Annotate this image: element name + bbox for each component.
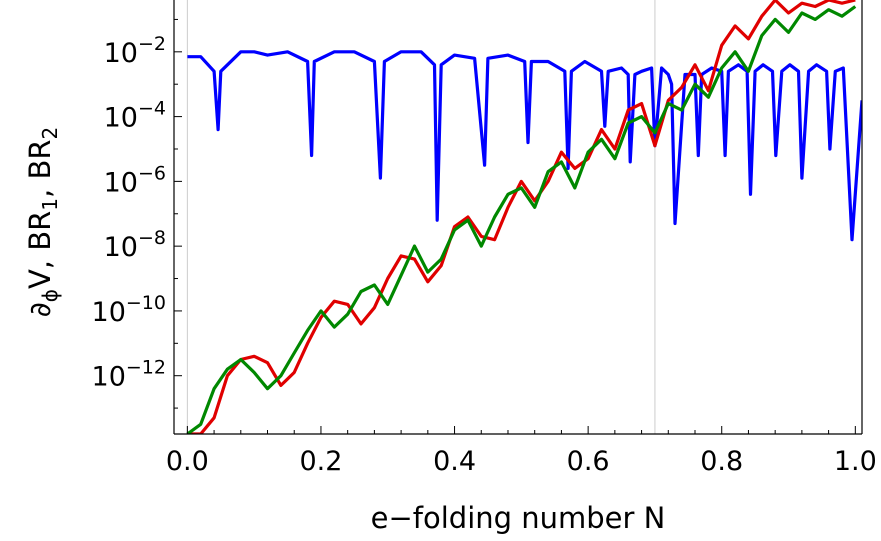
x-tick-label: 0.2 xyxy=(299,446,342,477)
reference-lines xyxy=(186,0,656,434)
y-tick-label: 10−2 xyxy=(104,33,166,69)
y-axis-label-sub1: 1 xyxy=(38,198,62,211)
y-tick-base: 10 xyxy=(92,362,126,393)
y-tick-exponent: −10 xyxy=(126,292,166,314)
plot-background xyxy=(174,0,862,434)
x-tick-label: 0.4 xyxy=(433,446,476,477)
y-tick-label: 10−10 xyxy=(92,292,166,328)
y-tick-exponent: −4 xyxy=(138,98,166,120)
y-axis-label-v: V, BR xyxy=(23,211,57,289)
y-axis-label-partial: ∂ xyxy=(23,302,57,317)
y-tick-base: 10 xyxy=(104,38,138,69)
y-tick-base: 10 xyxy=(104,232,138,263)
x-axis-label: e−folding number N xyxy=(371,501,666,535)
y-tick-label: 10−6 xyxy=(104,162,166,198)
y-tick-base: 10 xyxy=(92,297,126,328)
y-tick-label: 10−12 xyxy=(92,357,166,393)
y-tick-base: 10 xyxy=(104,167,138,198)
y-axis-label: ∂ϕV, BR1, BR2 xyxy=(23,127,62,317)
series-line-0 xyxy=(187,50,862,242)
x-tick-label: 0.0 xyxy=(166,446,209,477)
x-tick-label: 1.0 xyxy=(834,446,877,477)
y-tick-exponent: −2 xyxy=(138,33,166,55)
y-tick-exponent: −6 xyxy=(138,162,166,184)
y-axis-label-sub2: 2 xyxy=(38,127,62,140)
x-ticks: 0.0 0.2 0.4 0.6 0.8 1.0 xyxy=(166,426,877,477)
series-line-2 xyxy=(186,5,857,434)
x-tick-label: 0.8 xyxy=(700,446,743,477)
y-tick-label: 10−8 xyxy=(104,227,166,263)
y-tick-exponent: −12 xyxy=(126,357,166,379)
y-tick-exponent: −8 xyxy=(138,227,166,249)
y-axis-label-mid: , BR xyxy=(23,139,57,197)
x-tick-label: 0.6 xyxy=(567,446,610,477)
series-line-1 xyxy=(187,0,856,434)
y-axis-label-phi: ϕ xyxy=(38,289,62,302)
y-tick-label: 10−4 xyxy=(104,98,166,134)
series-layer xyxy=(186,0,862,434)
y-tick-base: 10 xyxy=(104,103,138,134)
